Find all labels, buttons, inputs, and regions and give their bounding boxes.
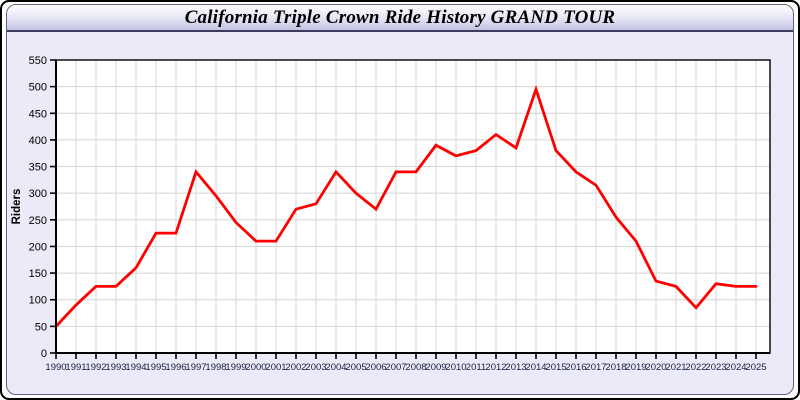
x-tick-label: 2003 [305, 362, 326, 373]
y-axis-title: Riders [11, 189, 23, 225]
y-tick-label: 350 [29, 162, 47, 174]
y-tick-label: 100 [29, 295, 47, 307]
x-tick-label: 2023 [705, 362, 726, 373]
x-tick-label: 2010 [445, 362, 466, 373]
x-tick-label: 2024 [725, 362, 746, 373]
x-tick-label: 2007 [385, 362, 406, 373]
content-panel: California Triple Crown Ride History GRA… [6, 4, 794, 395]
data-line [54, 84, 758, 328]
y-tick-label: 400 [29, 135, 47, 147]
x-tick-label: 2013 [505, 362, 526, 373]
plot-background [56, 60, 770, 353]
y-tick-label: 300 [29, 188, 47, 200]
y-tick-label: 150 [29, 268, 47, 280]
chart-area: 0 50 100 150 200 250 300 350 400 450 500 550 1990 199… [7, 32, 793, 394]
x-tick-label: 2011 [466, 362, 486, 373]
x-tick-label: 2017 [585, 362, 606, 373]
x-tick-label: 1996 [165, 362, 186, 373]
x-tick-label: 2008 [405, 362, 426, 373]
x-tick-label: 1993 [105, 362, 126, 373]
x-tick-label: 2006 [365, 362, 386, 373]
x-tick-label: 2009 [425, 362, 446, 373]
x-tick-label: 2020 [645, 362, 666, 373]
x-tick-label: 2021 [665, 362, 686, 373]
y-tick-label: 50 [35, 321, 47, 333]
x-tick-label: 1995 [145, 362, 166, 373]
y-tick-label: 450 [29, 108, 47, 120]
y-tick-label: 250 [29, 215, 47, 227]
x-tick-label: 2022 [685, 362, 706, 373]
x-tick-label: 2000 [245, 362, 266, 373]
x-tick-label: 2025 [745, 362, 766, 373]
x-tick-label: 1997 [185, 362, 206, 373]
x-tick-label: 2016 [565, 362, 586, 373]
y-tick-label: 500 [29, 82, 47, 94]
x-tick-label: 2015 [545, 362, 566, 373]
x-tick-label: 1994 [125, 362, 146, 373]
x-tick-label: 1992 [85, 362, 106, 373]
x-tick-label: 1999 [225, 362, 246, 373]
line-chart: 0501001502002503003504004505005501990199… [11, 55, 771, 373]
x-tick-label: 2002 [285, 362, 306, 373]
x-tick-label: 2014 [525, 362, 546, 373]
x-tick-label: 2005 [345, 362, 366, 373]
y-tick-label: 200 [29, 241, 47, 253]
x-tick-label: 1991 [65, 362, 86, 373]
y-tick-label: 0 [41, 348, 47, 360]
x-tick-label: 2012 [485, 362, 506, 373]
y-tick-label: 550 [29, 55, 47, 67]
page-title: California Triple Crown Ride History GRA… [184, 6, 616, 28]
x-tick-label: 2001 [265, 362, 286, 373]
title-bar: California Triple Crown Ride History GRA… [7, 5, 793, 32]
x-tick-label: 1998 [205, 362, 226, 373]
x-tick-label: 1990 [45, 362, 66, 373]
x-tick-label: 2019 [625, 362, 646, 373]
x-tick-label: 2004 [325, 362, 346, 373]
x-tick-label: 2018 [605, 362, 626, 373]
